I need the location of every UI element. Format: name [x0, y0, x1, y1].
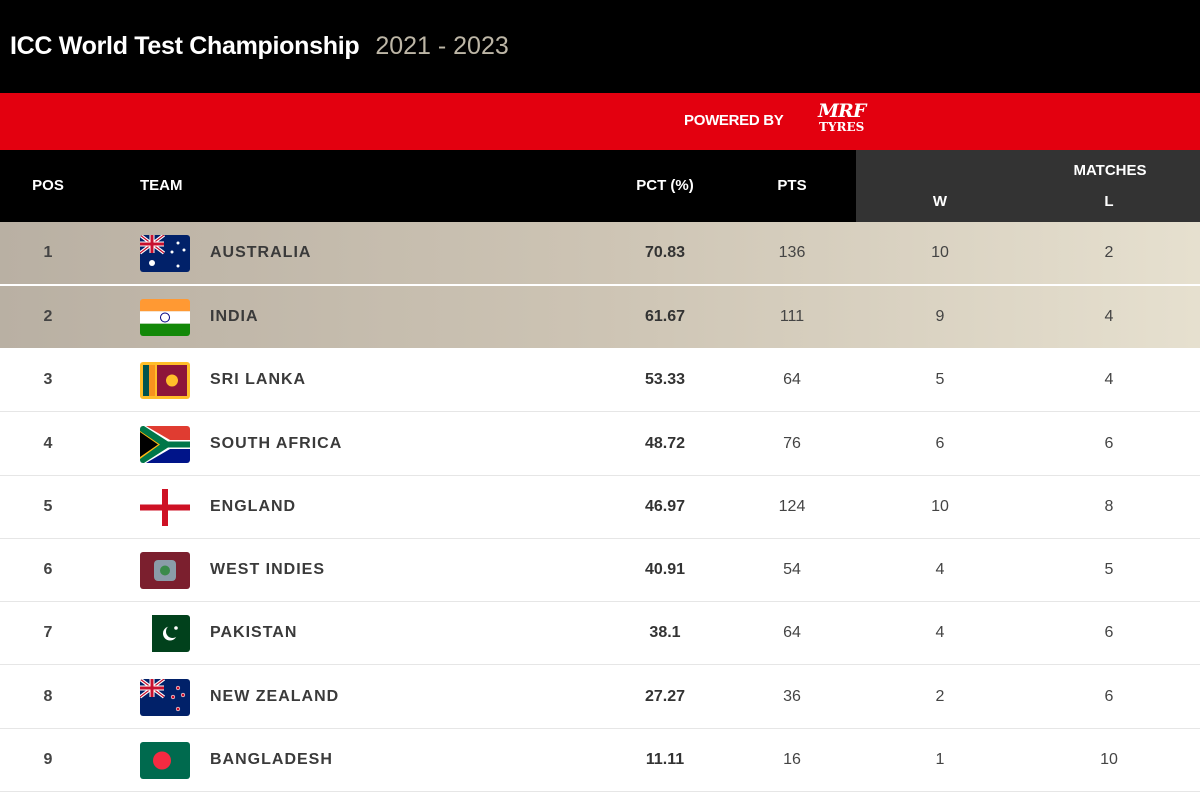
table-row[interactable]: 7 PAKISTAN 38.1 64 4 6	[0, 602, 1200, 665]
wins-value: 9	[935, 308, 945, 325]
col-matches: MATCHES	[1073, 162, 1147, 179]
losses-value: 2	[1104, 244, 1114, 261]
team-name[interactable]: ENGLAND	[210, 498, 297, 515]
pts-value: 16	[783, 751, 801, 768]
india-flag-icon	[140, 299, 190, 336]
page-title: ICC World Test Championship	[10, 32, 360, 60]
title-bar: ICC World Test Championship 2021 - 2023	[0, 0, 1200, 93]
wins-value: 5	[935, 371, 945, 388]
pct-value: 70.83	[644, 244, 686, 261]
england-flag-icon	[140, 489, 190, 526]
position: 7	[43, 624, 53, 641]
table-row[interactable]: 6 WEST INDIES 40.91 54 4 5	[0, 539, 1200, 602]
pakistan-flag-icon	[140, 615, 190, 652]
losses-value: 6	[1104, 624, 1114, 641]
wins-value: 4	[935, 561, 945, 578]
pct-value: 11.11	[645, 751, 685, 768]
south-africa-flag-icon	[140, 426, 190, 463]
bangladesh-flag-icon	[140, 742, 190, 779]
table-row[interactable]: 4 SOUTH AFRICA 48.72 76 6 6	[0, 413, 1200, 476]
pts-value: 64	[783, 624, 801, 641]
pts-value: 124	[778, 498, 806, 515]
losses-value: 4	[1104, 308, 1114, 325]
pct-value: 38.1	[649, 624, 681, 641]
losses-value: 10	[1100, 751, 1118, 768]
losses-value: 6	[1104, 688, 1114, 705]
losses-value: 5	[1104, 561, 1114, 578]
sri-lanka-flag-icon	[140, 362, 190, 399]
pct-value: 40.91	[644, 561, 686, 578]
team-name[interactable]: NEW ZEALAND	[210, 688, 340, 705]
pts-value: 136	[778, 244, 806, 261]
new-zealand-flag-icon	[140, 679, 190, 716]
table-row[interactable]: 1 AUSTRALIA 70.83 136 10 2	[0, 222, 1200, 285]
pts-value: 111	[779, 308, 805, 325]
pts-value: 76	[783, 435, 801, 452]
team-name[interactable]: AUSTRALIA	[210, 244, 312, 261]
col-team: TEAM	[140, 177, 183, 194]
position: 9	[43, 751, 53, 768]
pct-value: 48.72	[644, 435, 686, 452]
team-name[interactable]: SRI LANKA	[210, 371, 307, 388]
losses-value: 4	[1104, 371, 1114, 388]
team-name[interactable]: SOUTH AFRICA	[210, 435, 343, 452]
sponsor-bar: POWERED BY MRF TYRES	[0, 93, 1200, 150]
position: 2	[43, 308, 53, 325]
team-name[interactable]: WEST INDIES	[210, 561, 326, 578]
table-row[interactable]: 3 SRI LANKA 53.33 64 5 4	[0, 349, 1200, 412]
season-years: 2021 - 2023	[375, 32, 509, 60]
pts-value: 54	[783, 561, 801, 578]
table-header: POS TEAM PCT (%) PTS MATCHES W L	[0, 150, 1200, 222]
table-row[interactable]: 5 ENGLAND 46.97 124 10 8	[0, 476, 1200, 539]
position: 3	[43, 371, 53, 388]
col-l: L	[1104, 193, 1114, 210]
pts-value: 64	[783, 371, 801, 388]
pct-value: 27.27	[644, 688, 686, 705]
pct-value: 61.67	[644, 308, 686, 325]
wins-value: 2	[935, 688, 945, 705]
table-row[interactable]: 9 BANGLADESH 11.11 16 1 10	[0, 729, 1200, 792]
pct-value: 53.33	[644, 371, 686, 388]
col-pts: PTS	[777, 177, 807, 194]
mrf-logo: MRF TYRES	[818, 100, 866, 134]
position: 5	[43, 498, 53, 515]
pct-value: 46.97	[644, 498, 686, 515]
wins-value: 10	[931, 244, 949, 261]
team-name[interactable]: PAKISTAN	[210, 624, 298, 641]
table-row[interactable]: 2 INDIA 61.67 111 9 4	[0, 286, 1200, 349]
west-indies-flag-icon	[140, 552, 190, 589]
position: 8	[43, 688, 53, 705]
powered-by-label: POWERED BY	[684, 112, 784, 129]
col-pos: POS	[32, 177, 64, 194]
position: 1	[43, 244, 53, 261]
position: 4	[43, 435, 53, 452]
australia-flag-icon	[140, 235, 190, 272]
wins-value: 10	[931, 498, 949, 515]
wins-value: 6	[935, 435, 945, 452]
position: 6	[43, 561, 53, 578]
team-name[interactable]: INDIA	[210, 308, 259, 325]
losses-value: 6	[1104, 435, 1114, 452]
pts-value: 36	[783, 688, 801, 705]
team-name[interactable]: BANGLADESH	[210, 751, 333, 768]
table-row[interactable]: 8 NEW ZEALAND 27.27 36 2 6	[0, 666, 1200, 729]
wins-value: 1	[935, 751, 945, 768]
col-pct: PCT (%)	[636, 177, 694, 194]
losses-value: 8	[1104, 498, 1114, 515]
wins-value: 4	[935, 624, 945, 641]
col-w: W	[932, 193, 948, 210]
